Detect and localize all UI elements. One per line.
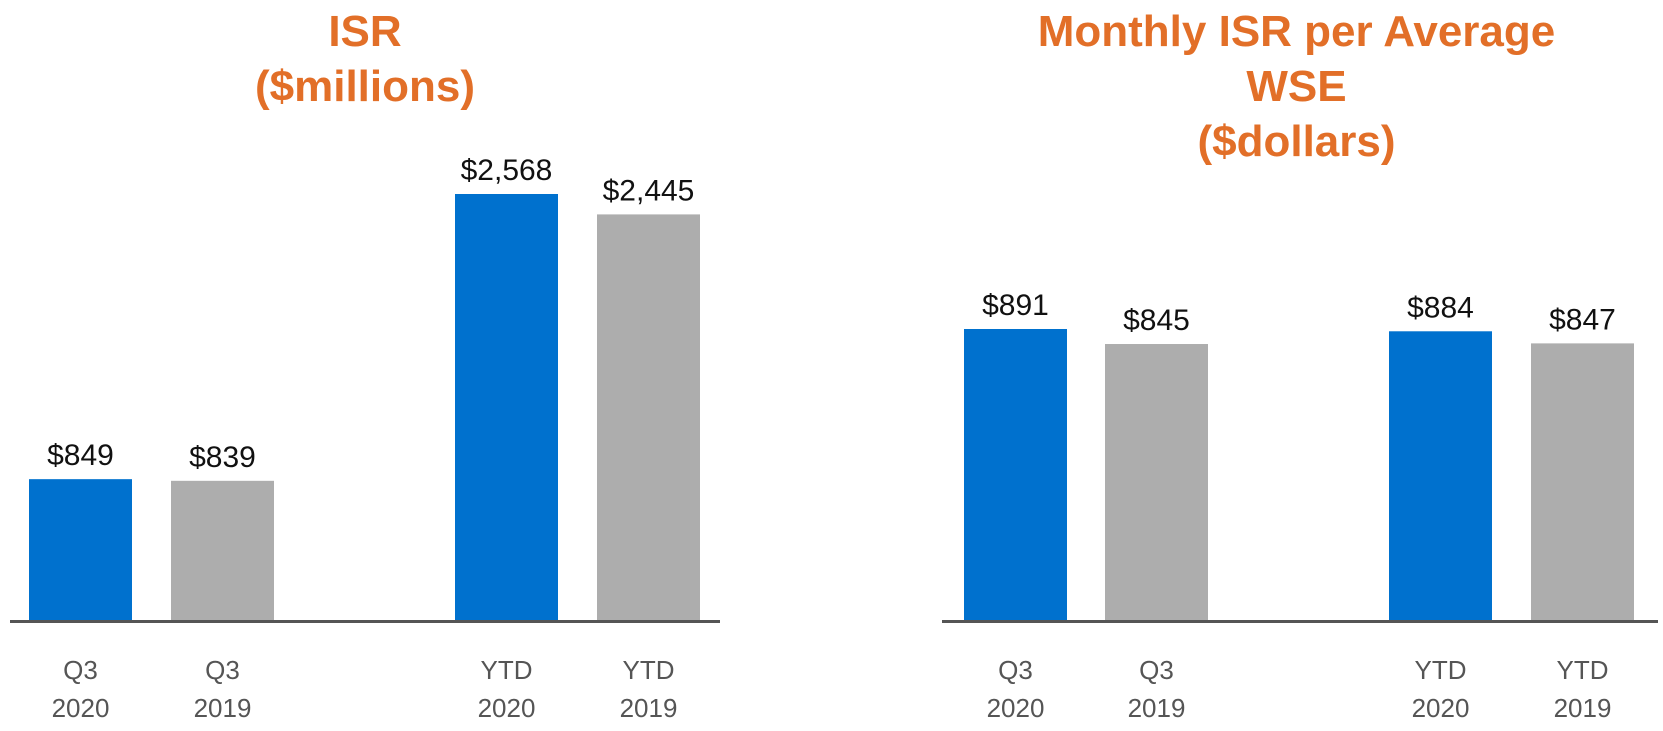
chart-title-line: ($dollars) bbox=[1197, 117, 1396, 166]
monthly-isr-chart-panel: Monthly ISR per Average WSE ($dollars) $… bbox=[930, 0, 1663, 731]
x-tick-label: 2020 bbox=[1412, 693, 1470, 723]
data-label: $847 bbox=[1549, 303, 1616, 336]
data-label: $884 bbox=[1407, 291, 1474, 324]
x-tick-label: YTD bbox=[1557, 655, 1609, 685]
bar bbox=[597, 214, 700, 620]
data-label: $839 bbox=[189, 441, 256, 474]
data-label: $891 bbox=[982, 289, 1049, 322]
bar bbox=[1105, 344, 1208, 620]
bar bbox=[964, 329, 1067, 620]
isr-chart-panel: ISR ($millions) $849 Q3 2020 $839 Q3 2019 $2,5… bbox=[0, 0, 730, 731]
chart-title-line: ($millions) bbox=[254, 62, 476, 111]
chart-title-line: Monthly ISR per Average bbox=[1037, 7, 1556, 56]
x-tick-label: 2019 bbox=[1554, 693, 1612, 723]
bar bbox=[455, 194, 558, 620]
bar bbox=[1531, 343, 1634, 620]
chart-title: ISR ($millions) bbox=[0, 4, 730, 114]
x-tick-label: Q3 bbox=[1139, 655, 1174, 685]
monthly-isr-bar-chart: $891 Q3 2020 $845 Q3 2019 $884 YTD 2020 $847 YTD 20… bbox=[942, 289, 1658, 723]
x-tick-label: YTD bbox=[1415, 655, 1467, 685]
x-tick-label: Q3 bbox=[63, 655, 98, 685]
data-label: $845 bbox=[1123, 304, 1190, 337]
chart-title-line: WSE bbox=[1246, 62, 1347, 111]
x-tick-label: YTD bbox=[623, 655, 675, 685]
data-label: $2,568 bbox=[461, 154, 553, 187]
x-tick-label: 2019 bbox=[1128, 693, 1186, 723]
x-tick-label: 2019 bbox=[620, 693, 678, 723]
bar bbox=[1389, 331, 1492, 620]
x-tick-label: 2019 bbox=[194, 693, 252, 723]
chart-title: Monthly ISR per Average WSE ($dollars) bbox=[930, 4, 1663, 169]
x-tick-label: 2020 bbox=[52, 693, 110, 723]
chart-title-line: ISR bbox=[328, 7, 402, 56]
x-tick-label: Q3 bbox=[998, 655, 1033, 685]
bar bbox=[29, 479, 132, 620]
x-tick-label: 2020 bbox=[478, 693, 536, 723]
x-tick-label: 2020 bbox=[987, 693, 1045, 723]
data-label: $849 bbox=[47, 439, 114, 472]
x-tick-label: YTD bbox=[481, 655, 533, 685]
data-label: $2,445 bbox=[603, 174, 695, 207]
bar bbox=[171, 480, 274, 620]
isr-bar-chart: $849 Q3 2020 $839 Q3 2019 $2,568 YTD 2020 $2,445 Y… bbox=[10, 154, 720, 723]
x-tick-label: Q3 bbox=[205, 655, 240, 685]
